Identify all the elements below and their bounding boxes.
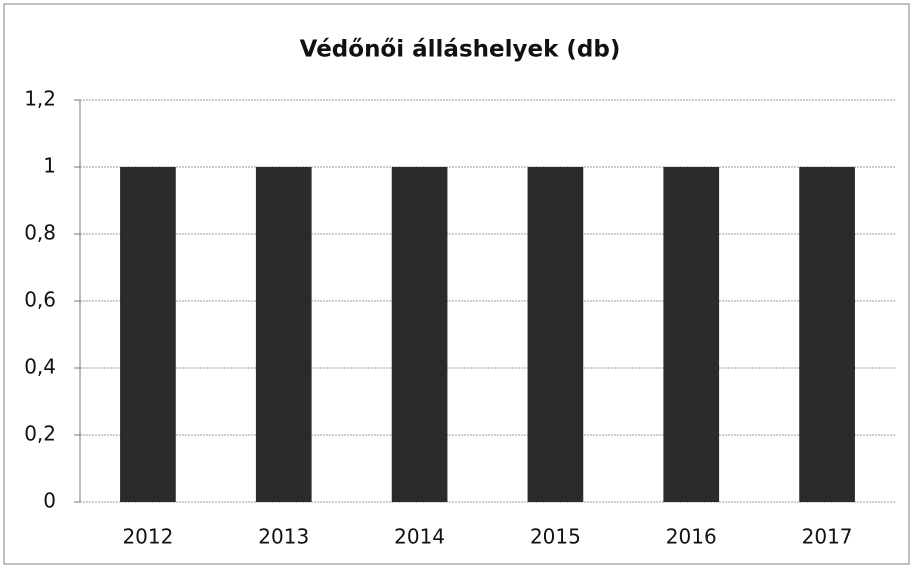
- chart-title: Védőnői álláshelyek (db): [300, 37, 621, 63]
- x-tick-label: 2016: [666, 525, 717, 549]
- bar: [663, 167, 720, 502]
- y-tick-label: 1,2: [24, 87, 56, 111]
- y-tick-label: 0,4: [24, 355, 56, 379]
- bar: [255, 167, 312, 502]
- y-tick-label: 0,8: [24, 221, 56, 245]
- x-tick-label: 2017: [802, 525, 853, 549]
- bar: [799, 167, 855, 502]
- y-tick-label: 0,2: [24, 422, 56, 446]
- x-tick-label: 2015: [530, 525, 581, 549]
- x-tick-label: 2013: [258, 525, 309, 549]
- x-tick-label: 2012: [122, 525, 173, 549]
- x-tick-label: 2014: [394, 525, 445, 549]
- y-tick-label: 0: [43, 489, 56, 513]
- y-tick-label: 1: [43, 154, 56, 178]
- bar: [120, 167, 176, 502]
- bar: [391, 167, 448, 502]
- y-tick-label: 0,6: [24, 288, 56, 312]
- bar: [527, 167, 584, 502]
